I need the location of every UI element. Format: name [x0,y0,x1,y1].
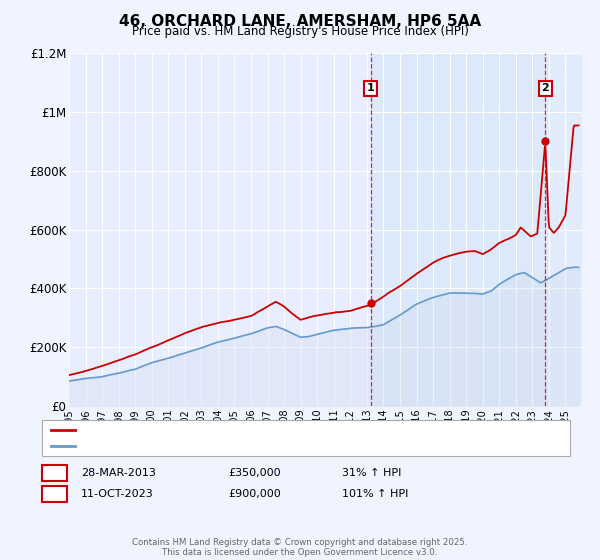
Text: £350,000: £350,000 [228,468,281,478]
Bar [371,53,545,406]
Text: 46, ORCHARD LANE, AMERSHAM, HP6 5AA: 46, ORCHARD LANE, AMERSHAM, HP6 5AA [119,14,481,29]
Text: 11-OCT-2023: 11-OCT-2023 [81,489,154,499]
Text: 31% ↑ HPI: 31% ↑ HPI [342,468,401,478]
Text: Contains HM Land Registry data © Crown copyright and database right 2025.
This d: Contains HM Land Registry data © Crown c… [132,538,468,557]
Text: 46, ORCHARD LANE, AMERSHAM, HP6 5AA (semi-detached house): 46, ORCHARD LANE, AMERSHAM, HP6 5AA (sem… [81,425,425,435]
Text: 28-MAR-2013: 28-MAR-2013 [81,468,156,478]
Text: £900,000: £900,000 [228,489,281,499]
Text: 1: 1 [50,466,59,480]
Text: 2: 2 [541,83,549,94]
Bar [545,53,582,406]
Text: 2: 2 [50,487,59,501]
Text: HPI: Average price, semi-detached house, Buckinghamshire: HPI: Average price, semi-detached house,… [81,441,393,451]
Text: 101% ↑ HPI: 101% ↑ HPI [342,489,409,499]
Text: Price paid vs. HM Land Registry's House Price Index (HPI): Price paid vs. HM Land Registry's House … [131,25,469,38]
Text: 1: 1 [367,83,374,94]
